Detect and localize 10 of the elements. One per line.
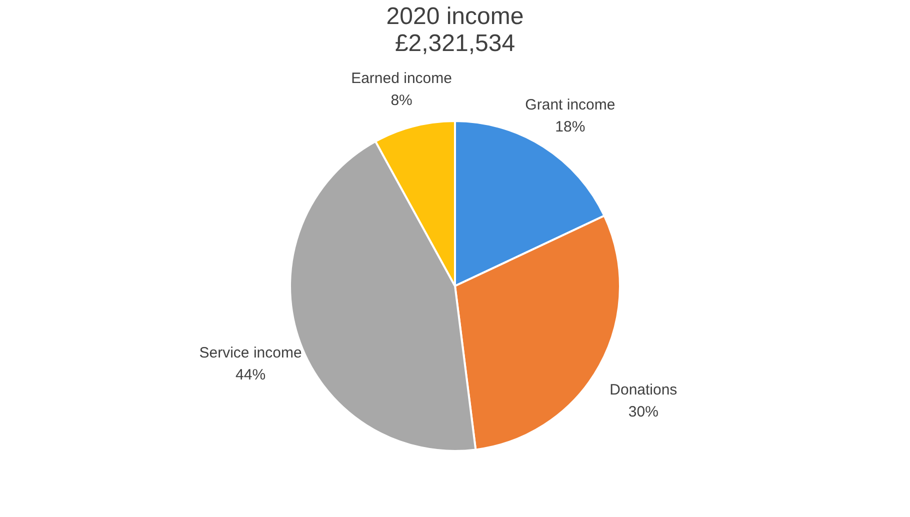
data-label: 30%	[628, 404, 658, 421]
slice-label: Grant income	[525, 96, 616, 114]
slice-label: Earned income	[351, 70, 452, 87]
data-label: 18%	[555, 118, 586, 136]
slice-label: Donations	[610, 382, 678, 399]
chart-title: 2020 income	[386, 3, 524, 30]
chart-subtitle: £2,321,534	[394, 30, 516, 57]
data-label: 8%	[390, 92, 412, 109]
slice-label: Service income	[199, 344, 302, 362]
data-label: 44%	[236, 366, 266, 384]
